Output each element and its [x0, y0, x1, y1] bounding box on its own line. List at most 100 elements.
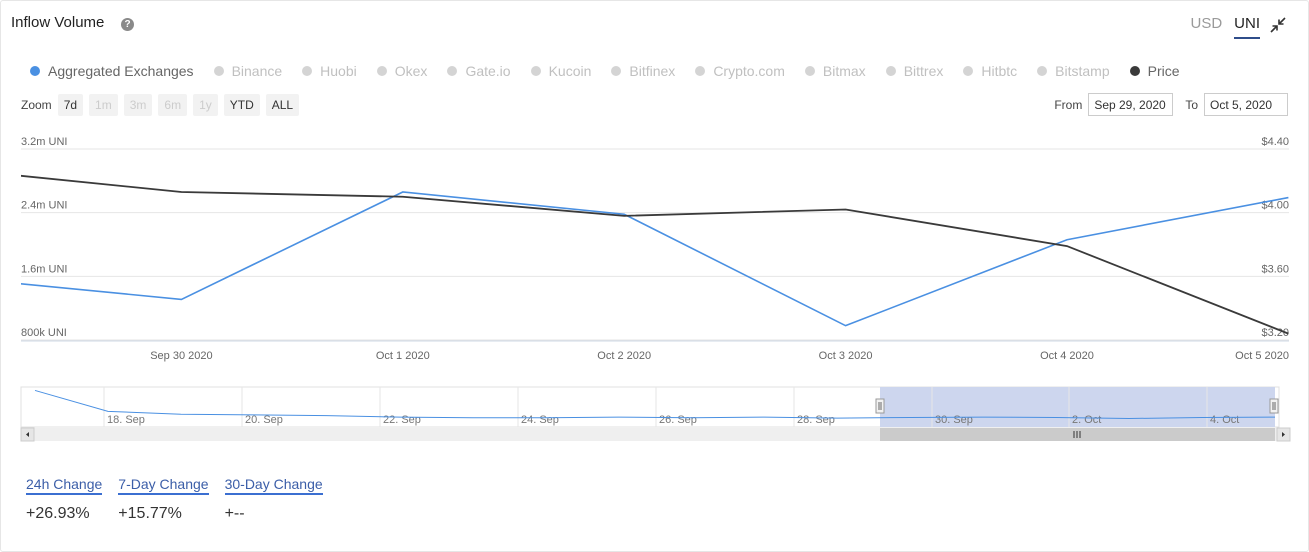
change-label[interactable]: 30-Day Change [224, 476, 323, 495]
navigator-date-label: 22. Sep [383, 414, 421, 426]
legend-label: Bitmax [822, 63, 866, 79]
change-label[interactable]: 7-Day Change [118, 476, 209, 495]
navigator-date-label: 2. Oct [1072, 414, 1101, 426]
series-line-price [21, 174, 1289, 335]
collapse-arrows-icon[interactable] [1270, 17, 1286, 33]
legend-item-bitstamp[interactable]: Bitstamp [1037, 63, 1110, 79]
y-right-tick-label: $3.60 [1261, 263, 1289, 275]
change-label[interactable]: 24h Change [26, 476, 103, 495]
y-right-tick-label: $4.00 [1261, 200, 1289, 212]
series-line-aggregated-exchanges [21, 191, 1289, 327]
change-stats: 24h Change +26.93% 7-Day Change +15.77% 30-D… [26, 476, 323, 523]
x-tick-label: Oct 1 2020 [376, 350, 430, 362]
date-range: From To [1054, 93, 1288, 116]
legend-label: Price [1147, 63, 1180, 79]
main-chart: 3.2m UNI 2.4m UNI 1.6m UNI 800k UNI $4.40 $4.… [21, 136, 1289, 362]
legend-item-price[interactable]: Price [1129, 63, 1180, 79]
legend-item-binance[interactable]: Binance [213, 63, 282, 79]
legend-item-huobi[interactable]: Huobi [302, 63, 357, 79]
navigator-date-label: 24. Sep [521, 414, 559, 426]
chart-title: Inflow Volume [11, 14, 105, 31]
legend-item-aggregated-exchanges[interactable]: Aggregated Exchanges [30, 63, 194, 79]
from-date-input[interactable] [1088, 93, 1174, 116]
unit-switch: USD UNI [1190, 15, 1260, 39]
zoom-button-1m[interactable]: 1m [89, 94, 118, 116]
legend-item-okex[interactable]: Okex [376, 63, 428, 79]
scroll-right-arrow-icon[interactable] [1276, 427, 1291, 442]
legend-dot [611, 66, 622, 76]
legend-label: Hitbtc [981, 63, 1018, 79]
legend-item-gate-io[interactable]: Gate.io [447, 63, 511, 79]
x-tick-label: Oct 2 2020 [597, 350, 651, 362]
unit-uni-button[interactable]: UNI [1234, 15, 1260, 39]
change-value: +26.93% [26, 505, 90, 522]
legend-item-hitbtc[interactable]: Hitbtc [963, 63, 1017, 79]
legend-label: Gate.io [465, 63, 511, 79]
legend-label: Huobi [320, 63, 357, 79]
to-date-input[interactable] [1204, 93, 1288, 116]
x-tick-label: Oct 5 2020 [1235, 350, 1289, 362]
legend-label: Bittrex [903, 63, 944, 79]
legend-label: Aggregated Exchanges [48, 63, 194, 79]
legend-dot [302, 66, 313, 76]
legend-dot [447, 66, 458, 76]
navigator-date-label: 20. Sep [245, 414, 283, 426]
legend-label: Bitstamp [1055, 63, 1110, 79]
legend-label: Bitfinex [629, 63, 676, 79]
navigator-date-label: 28. Sep [797, 414, 835, 426]
legend-dot [885, 66, 896, 76]
chart-legend: Aggregated Exchanges Binance Huobi Okex Gate… [30, 63, 1200, 79]
navigator-date-label: 30. Sep [935, 414, 973, 426]
zoom-button-ytd[interactable]: YTD [223, 94, 260, 116]
legend-item-bitmax[interactable]: Bitmax [804, 63, 866, 79]
legend-dot [804, 66, 815, 76]
zoom-button-all[interactable]: ALL [265, 94, 300, 116]
x-tick-label: Oct 3 2020 [819, 350, 873, 362]
legend-dot [530, 66, 541, 76]
legend-dot [30, 66, 40, 76]
navigator-right-handle[interactable] [1269, 398, 1279, 414]
navigator-left-handle[interactable] [875, 398, 885, 414]
navigator-date-label: 18. Sep [107, 414, 145, 426]
x-tick-label: Sep 30 2020 [150, 350, 212, 362]
y-right-tick-label: $3.20 [1261, 327, 1289, 339]
from-label: From [1054, 97, 1083, 112]
zoom-label: Zoom [21, 98, 52, 112]
legend-item-bittrex[interactable]: Bittrex [885, 63, 944, 79]
legend-dot [376, 66, 387, 76]
legend-item-kucoin[interactable]: Kucoin [530, 63, 592, 79]
zoom-button-6m[interactable]: 6m [158, 94, 188, 116]
change-value: +-- [224, 505, 245, 522]
legend-item-bitfinex[interactable]: Bitfinex [611, 63, 675, 79]
legend-dot [213, 66, 224, 76]
legend-item-crypto-com[interactable]: Crypto.com [695, 63, 785, 79]
to-label: To [1185, 97, 1198, 112]
navigator-series-line [34, 389, 1276, 420]
navigator-date-label: 4. Oct [1210, 414, 1239, 426]
legend-dot [1037, 66, 1048, 76]
change-stat-30-day-change: 30-Day Change +-- [224, 476, 323, 523]
legend-label: Okex [394, 63, 428, 79]
zoom-button-7d[interactable]: 7d [57, 94, 84, 116]
navigator[interactable]: 18. Sep 20. Sep 22. Sep 24. Sep 26. Sep 28. S… [1, 383, 1309, 443]
unit-usd-button[interactable]: USD [1190, 15, 1223, 32]
scrollbar-grip-icon [1073, 431, 1081, 438]
navigator-date-label: 26. Sep [659, 414, 697, 426]
zoom-button-1y[interactable]: 1y [193, 94, 218, 116]
scroll-left-arrow-icon[interactable] [20, 427, 35, 442]
navigator-selection[interactable] [880, 387, 1275, 427]
grid-lines [21, 148, 1289, 341]
y-left-tick-label: 1.6m UNI [21, 263, 67, 275]
y-right-tick-label: $4.40 [1261, 136, 1289, 148]
y-left-tick-label: 2.4m UNI [21, 200, 67, 212]
legend-label: Kucoin [548, 63, 592, 79]
y-left-tick-label: 800k UNI [21, 327, 67, 339]
x-tick-label: Oct 4 2020 [1040, 350, 1094, 362]
y-left-tick-label: 3.2m UNI [21, 136, 67, 148]
question-circle-icon[interactable]: ? [121, 18, 134, 31]
change-stat-7-day-change: 7-Day Change +15.77% [118, 476, 209, 523]
legend-dot [695, 66, 706, 76]
zoom-button-3m[interactable]: 3m [123, 94, 153, 116]
change-value: +15.77% [118, 505, 182, 522]
